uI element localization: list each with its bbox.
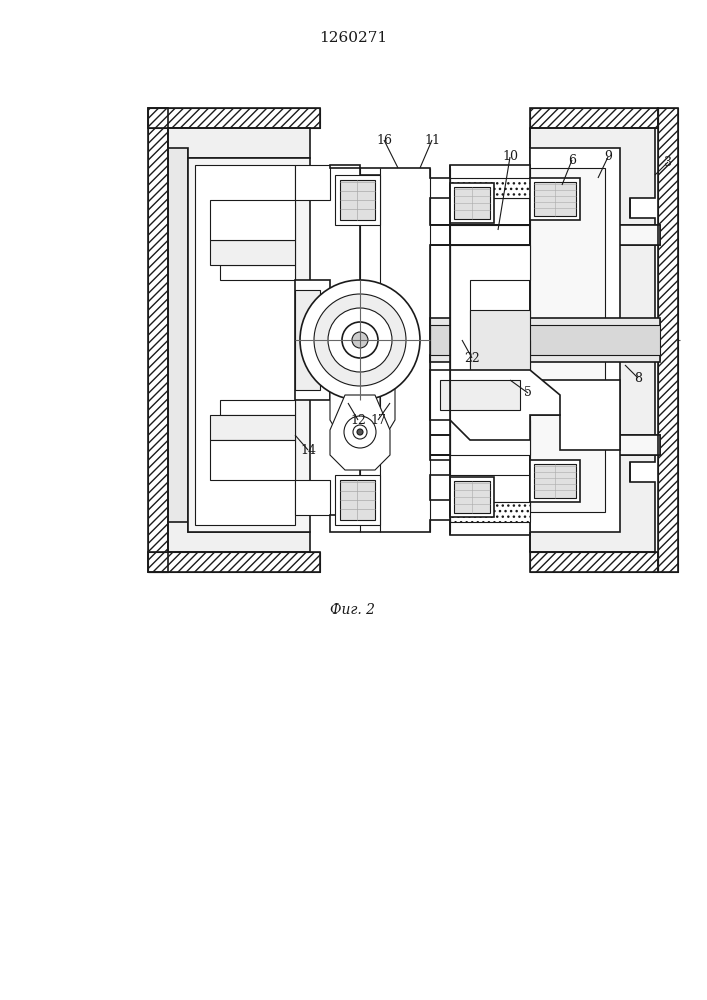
Bar — [335, 175, 380, 225]
Bar — [454, 481, 490, 513]
Polygon shape — [530, 225, 660, 245]
Bar — [530, 178, 580, 220]
Polygon shape — [430, 325, 660, 355]
Polygon shape — [330, 395, 390, 470]
Circle shape — [342, 322, 378, 358]
Bar — [534, 182, 576, 216]
Polygon shape — [148, 552, 320, 572]
Polygon shape — [430, 225, 660, 245]
Bar — [534, 464, 576, 498]
Circle shape — [352, 332, 368, 348]
Polygon shape — [210, 240, 295, 265]
Circle shape — [357, 429, 363, 435]
Polygon shape — [470, 310, 530, 370]
Polygon shape — [430, 318, 660, 362]
Polygon shape — [530, 168, 605, 512]
Circle shape — [344, 416, 376, 448]
Bar — [450, 183, 494, 223]
Text: 9: 9 — [604, 150, 612, 163]
Polygon shape — [330, 340, 395, 450]
Polygon shape — [450, 502, 530, 522]
Polygon shape — [430, 245, 660, 435]
Polygon shape — [295, 480, 330, 515]
Bar — [530, 460, 580, 502]
Bar — [450, 477, 494, 517]
Text: 11: 11 — [424, 133, 440, 146]
Bar — [454, 187, 490, 219]
Polygon shape — [210, 415, 295, 440]
Polygon shape — [450, 245, 530, 455]
Polygon shape — [210, 440, 295, 480]
Bar — [340, 180, 375, 220]
Circle shape — [328, 308, 392, 372]
Polygon shape — [530, 128, 655, 552]
Polygon shape — [658, 108, 678, 572]
Text: 14: 14 — [300, 444, 316, 456]
Text: Фиг. 2: Фиг. 2 — [330, 603, 375, 617]
Text: 6: 6 — [568, 153, 576, 166]
Polygon shape — [295, 290, 335, 390]
Polygon shape — [530, 435, 660, 455]
Text: 17: 17 — [370, 414, 386, 426]
Text: 22: 22 — [464, 352, 480, 364]
Text: 12: 12 — [350, 414, 366, 426]
Circle shape — [353, 425, 367, 439]
Polygon shape — [148, 108, 320, 128]
Polygon shape — [430, 370, 560, 440]
Polygon shape — [295, 165, 330, 200]
Text: 10: 10 — [502, 150, 518, 163]
Polygon shape — [450, 178, 530, 198]
Polygon shape — [330, 165, 530, 535]
Polygon shape — [168, 522, 310, 552]
Polygon shape — [188, 158, 310, 532]
Circle shape — [300, 280, 420, 400]
Text: 5: 5 — [524, 386, 532, 399]
Polygon shape — [530, 552, 658, 572]
Polygon shape — [530, 108, 658, 128]
Polygon shape — [168, 128, 188, 552]
Text: 3: 3 — [664, 155, 672, 168]
Polygon shape — [220, 400, 295, 415]
Polygon shape — [210, 200, 295, 240]
Text: 8: 8 — [634, 371, 642, 384]
Polygon shape — [530, 380, 620, 450]
Polygon shape — [440, 380, 520, 410]
Bar — [340, 480, 375, 520]
Polygon shape — [148, 108, 168, 572]
Polygon shape — [430, 435, 660, 455]
Polygon shape — [295, 280, 345, 400]
Polygon shape — [195, 165, 295, 525]
Text: 16: 16 — [376, 133, 392, 146]
Text: 1260271: 1260271 — [319, 31, 387, 45]
Polygon shape — [530, 148, 620, 532]
Polygon shape — [168, 128, 310, 158]
Polygon shape — [220, 265, 295, 280]
Circle shape — [314, 294, 406, 386]
Bar — [335, 475, 380, 525]
